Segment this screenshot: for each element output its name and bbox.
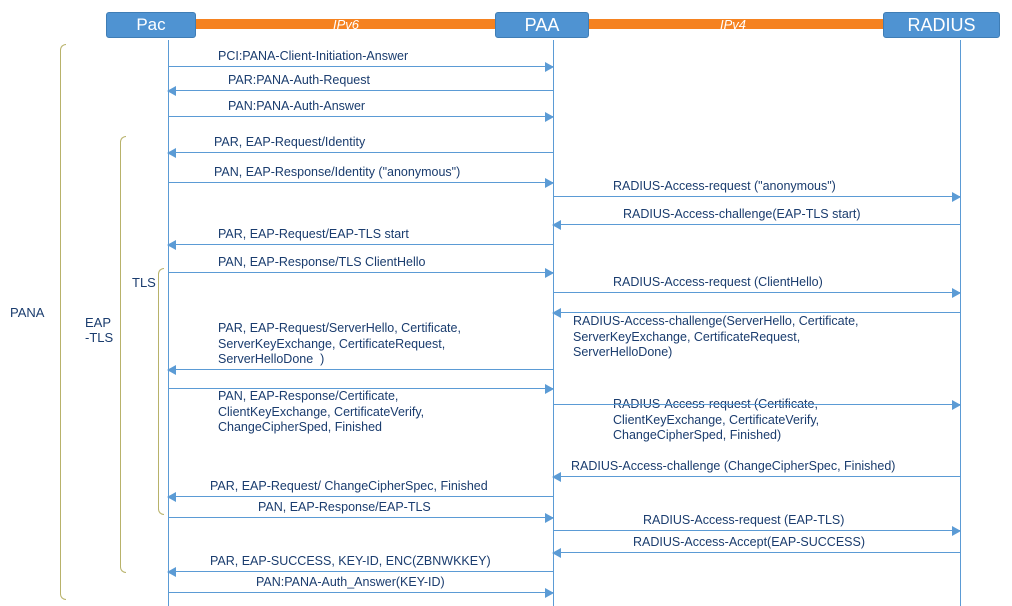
brace-label-pana: PANA: [10, 305, 44, 320]
message-line: [168, 152, 553, 153]
arrow-right-icon: [545, 112, 554, 122]
message-line: [168, 244, 553, 245]
message-label: RADIUS-Access-challenge(EAP-TLS start): [623, 207, 861, 223]
message-line: [168, 66, 553, 67]
participant-paa-label: PAA: [525, 15, 560, 36]
arrow-left-icon: [167, 86, 176, 96]
arrow-left-icon: [167, 148, 176, 158]
message-label: PAN:PANA-Auth_Answer(KEY-ID): [256, 575, 445, 591]
arrow-right-icon: [952, 526, 961, 536]
message-line: [553, 404, 960, 405]
message-label: PAN, EAP-Response/TLS ClientHello: [218, 255, 426, 271]
arrow-left-icon: [167, 567, 176, 577]
message-line: [168, 90, 553, 91]
message-line: [168, 388, 553, 389]
arrow-left-icon: [552, 220, 561, 230]
brace-eap-tls: [120, 136, 126, 573]
message-4: PAN, EAP-Response/Identity ("anonymous"): [168, 182, 553, 183]
arrow-right-icon: [545, 513, 554, 523]
arrow-right-icon: [952, 192, 961, 202]
message-label: RADIUS-Access-request ("anonymous"): [613, 179, 836, 195]
message-line: [168, 369, 553, 370]
arrow-left-icon: [552, 308, 561, 318]
arrow-right-icon: [545, 268, 554, 278]
arrow-left-icon: [552, 548, 561, 558]
message-label: PAR, EAP-Request/EAP-TLS start: [218, 227, 409, 243]
message-line: [168, 592, 553, 593]
arrow-right-icon: [545, 62, 554, 72]
participant-pac: Pac: [106, 12, 196, 38]
arrow-left-icon: [167, 240, 176, 250]
message-line: [168, 517, 553, 518]
message-label: RADIUS-Access-request (EAP-TLS): [643, 513, 844, 529]
net-label-ipv6: IPv6: [333, 17, 359, 32]
message-label: PAR, EAP-Request/Identity: [214, 135, 365, 151]
message-line: [168, 182, 553, 183]
message-line: [168, 272, 553, 273]
arrow-right-icon: [952, 400, 961, 410]
net-label-ipv4: IPv4: [720, 17, 746, 32]
participant-radius-label: RADIUS: [907, 15, 975, 36]
message-label: PAN, EAP-Response/EAP-TLS: [258, 500, 431, 516]
brace-tls: [158, 268, 164, 515]
message-19: PAR, EAP-SUCCESS, KEY-ID, ENC(ZBNWKKEY): [168, 571, 553, 572]
message-0: PCI:PANA-Client-Initiation-Answer: [168, 66, 553, 67]
message-label: PCI:PANA-Client-Initiation-Answer: [218, 49, 408, 65]
message-9: RADIUS-Access-request (ClientHello): [553, 292, 960, 293]
brace-label-tls: TLS: [132, 275, 156, 290]
lifeline-pac: [168, 40, 169, 606]
message-line: [553, 292, 960, 293]
message-8: PAN, EAP-Response/TLS ClientHello: [168, 272, 553, 273]
message-line: [168, 116, 553, 117]
message-line: [553, 476, 960, 477]
message-label: PAR, EAP-Request/ServerHello, Certificat…: [218, 321, 461, 368]
message-line: [553, 552, 960, 553]
arrow-left-icon: [552, 472, 561, 482]
message-17: RADIUS-Access-request (EAP-TLS): [553, 530, 960, 531]
message-12: [168, 388, 553, 389]
lifeline-radius: [960, 40, 961, 606]
message-line: [553, 224, 960, 225]
floating-label-0: RADIUS-Access-challenge(ServerHello, Cer…: [573, 314, 859, 361]
message-7: PAR, EAP-Request/EAP-TLS start: [168, 244, 553, 245]
message-label: PAN, EAP-Response/Identity ("anonymous"): [214, 165, 460, 181]
message-label: PAN:PANA-Auth-Answer: [228, 99, 365, 115]
brace-label-eap-tls: EAP -TLS: [85, 315, 113, 345]
message-6: RADIUS-Access-challenge(EAP-TLS start): [553, 224, 960, 225]
message-5: RADIUS-Access-request ("anonymous"): [553, 196, 960, 197]
message-line: [553, 312, 960, 313]
message-label: RADIUS-Access-challenge (ChangeCipherSpe…: [571, 459, 895, 475]
participant-pac-label: Pac: [136, 15, 165, 35]
message-16: PAN, EAP-Response/EAP-TLS: [168, 517, 553, 518]
message-3: PAR, EAP-Request/Identity: [168, 152, 553, 153]
message-label: RADIUS-Access-request (ClientHello): [613, 275, 823, 291]
arrow-right-icon: [545, 384, 554, 394]
message-line: [553, 530, 960, 531]
floating-label-1: PAN, EAP-Response/Certificate, ClientKey…: [218, 389, 424, 436]
message-2: PAN:PANA-Auth-Answer: [168, 116, 553, 117]
message-18: RADIUS-Access-Accept(EAP-SUCCESS): [553, 552, 960, 553]
arrow-left-icon: [167, 492, 176, 502]
message-label: RADIUS-Access-Accept(EAP-SUCCESS): [633, 535, 865, 551]
participant-paa: PAA: [495, 12, 589, 38]
arrow-right-icon: [545, 178, 554, 188]
message-label: PAR, EAP-SUCCESS, KEY-ID, ENC(ZBNWKKEY): [210, 554, 491, 570]
message-13: [553, 404, 960, 405]
participant-radius: RADIUS: [883, 12, 1000, 38]
arrow-right-icon: [952, 288, 961, 298]
message-label: PAR:PANA-Auth-Request: [228, 73, 370, 89]
message-line: [553, 196, 960, 197]
message-1: PAR:PANA-Auth-Request: [168, 90, 553, 91]
arrow-left-icon: [167, 365, 176, 375]
message-line: [168, 571, 553, 572]
message-label: PAR, EAP-Request/ ChangeCipherSpec, Fini…: [210, 479, 488, 495]
message-line: [168, 496, 553, 497]
message-11: PAR, EAP-Request/ServerHello, Certificat…: [168, 369, 553, 370]
message-20: PAN:PANA-Auth_Answer(KEY-ID): [168, 592, 553, 593]
message-10: [553, 312, 960, 313]
message-14: RADIUS-Access-challenge (ChangeCipherSpe…: [553, 476, 960, 477]
message-15: PAR, EAP-Request/ ChangeCipherSpec, Fini…: [168, 496, 553, 497]
brace-pana: [60, 44, 66, 600]
arrow-right-icon: [545, 588, 554, 598]
